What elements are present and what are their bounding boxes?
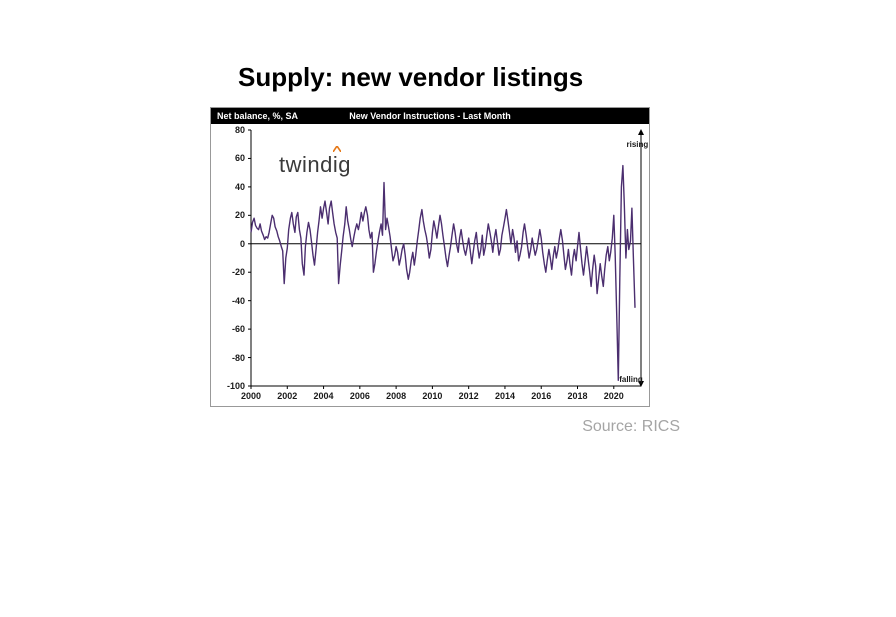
x-tick-label: 2000 — [241, 391, 261, 401]
x-tick-label: 2010 — [422, 391, 442, 401]
y-tick-label: -40 — [215, 296, 245, 306]
annotation-falling: falling — [619, 375, 643, 384]
y-tick-label: -100 — [215, 381, 245, 391]
watermark-text-pre: twind — [279, 152, 333, 178]
chart-header-bar: Net balance, %, SA New Vendor Instructio… — [211, 108, 649, 124]
caret-up-icon — [333, 146, 341, 152]
x-tick-label: 2014 — [495, 391, 515, 401]
line-chart-svg — [211, 124, 651, 408]
y-tick-label: -20 — [215, 267, 245, 277]
y-tick-label: 20 — [215, 210, 245, 220]
x-tick-label: 2016 — [531, 391, 551, 401]
y-tick-label: 60 — [215, 153, 245, 163]
x-tick-label: 2002 — [277, 391, 297, 401]
plot-area: twindig -100 -80 -60 -40 -20 0 20 40 60 80 2000 200… — [211, 124, 649, 406]
y-tick-label: 0 — [215, 239, 245, 249]
annotation-rising: rising — [626, 140, 648, 149]
watermark-text-post: g — [338, 152, 351, 178]
x-tick-label: 2020 — [604, 391, 624, 401]
y-tick-label: -80 — [215, 353, 245, 363]
y-tick-label: 80 — [215, 125, 245, 135]
y-tick-label: -60 — [215, 324, 245, 334]
x-tick-label: 2006 — [350, 391, 370, 401]
chart-header-center: New Vendor Instructions - Last Month — [349, 111, 511, 121]
source-label: Source: RICS — [240, 418, 680, 436]
x-tick-label: 2008 — [386, 391, 406, 401]
watermark-i: i — [333, 152, 338, 178]
x-tick-label: 2004 — [314, 391, 334, 401]
chart-container: Net balance, %, SA New Vendor Instructio… — [210, 107, 650, 407]
watermark-logo: twindig — [279, 152, 351, 178]
x-tick-label: 2018 — [567, 391, 587, 401]
y-tick-label: 40 — [215, 182, 245, 192]
chart-header-left: Net balance, %, SA — [217, 111, 298, 121]
x-tick-label: 2012 — [459, 391, 479, 401]
page-title: Supply: new vendor listings — [210, 62, 680, 93]
